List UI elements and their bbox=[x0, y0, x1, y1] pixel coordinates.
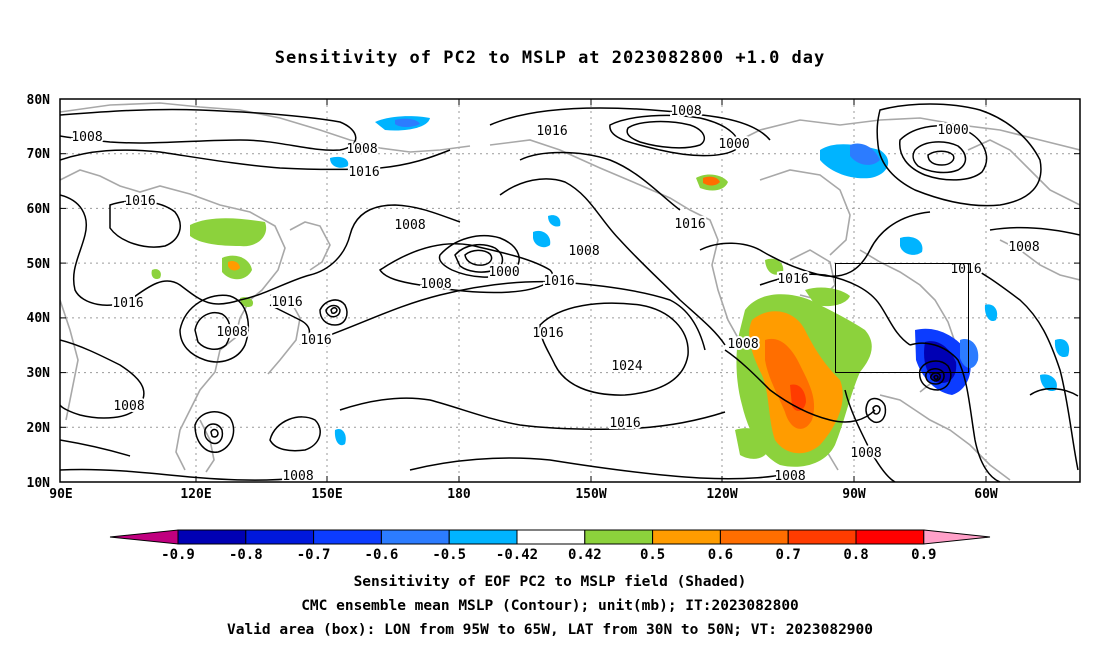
lat-label-60n: 60N bbox=[27, 202, 51, 217]
contour-label: 1008 bbox=[670, 104, 701, 119]
contour-label: 1008 bbox=[568, 244, 599, 259]
contour-label: 1008 bbox=[420, 277, 451, 292]
colorbar-segment bbox=[652, 529, 721, 545]
colorbar-labels: -0.9 -0.8 -0.7 -0.6 -0.5 -0.42 0.42 0.5 … bbox=[161, 547, 936, 563]
lat-label-80n: 80N bbox=[27, 93, 51, 108]
contour-label: 1008 bbox=[1008, 240, 1039, 255]
contour-label: 1024 bbox=[611, 359, 642, 374]
colorbar-label: -0.8 bbox=[229, 547, 263, 563]
caption-valid-area: Valid area (box): LON from 95W to 65W, L… bbox=[226, 622, 873, 638]
mslp-contours bbox=[60, 103, 1080, 482]
sensitivity-shading bbox=[151, 116, 1070, 467]
latitude-labels: 80N 70N 60N 50N 40N 30N 20N 10N bbox=[27, 93, 51, 491]
lon-label-150e: 150E bbox=[311, 487, 342, 502]
contour-label: 1016 bbox=[112, 296, 143, 311]
contour-label: 1016 bbox=[674, 217, 705, 232]
lon-label-120e: 120E bbox=[180, 487, 211, 502]
colorbar-label: 0.5 bbox=[640, 547, 665, 563]
colorbar-high-triangle bbox=[923, 529, 991, 545]
lat-label-70n: 70N bbox=[27, 147, 51, 162]
contour-label: 1016 bbox=[300, 333, 331, 348]
colorbar-label: -0.7 bbox=[297, 547, 331, 563]
colorbar-segment bbox=[380, 529, 450, 545]
contour-label: 1000 bbox=[488, 265, 519, 280]
colorbar-segment bbox=[516, 529, 586, 545]
colorbar-segment bbox=[177, 529, 247, 545]
colorbar-segment bbox=[448, 529, 518, 545]
caption-shading: Sensitivity of EOF PC2 to MSLP field (Sh… bbox=[353, 574, 747, 590]
longitude-labels: 90E 120E 150E 180 150W 120W 90W 60W bbox=[49, 487, 998, 502]
colorbar-low-triangle bbox=[109, 529, 179, 545]
colorbar-segment bbox=[855, 529, 925, 545]
axis-ticks bbox=[60, 98, 1080, 482]
contour-label: 1016 bbox=[271, 295, 302, 310]
chart-title: Sensitivity of PC2 to MSLP at 2023082800… bbox=[274, 48, 826, 68]
contour-label: 1016 bbox=[543, 274, 574, 289]
colorbar-segment bbox=[787, 529, 857, 545]
colorbar-label: 0.8 bbox=[843, 547, 868, 563]
colorbar-label: 0.9 bbox=[911, 547, 936, 563]
lat-label-30n: 30N bbox=[27, 366, 51, 381]
map-frame bbox=[59, 98, 1081, 483]
contour-label: 1016 bbox=[348, 165, 379, 180]
colorbar-label: -0.42 bbox=[496, 547, 538, 563]
contour-label: 1016 bbox=[124, 194, 155, 209]
colorbar-label: -0.5 bbox=[432, 547, 466, 563]
lat-label-10n: 10N bbox=[27, 476, 51, 491]
lat-label-50n: 50N bbox=[27, 257, 51, 272]
contour-label: 1008 bbox=[394, 218, 425, 233]
contour-label: 1008 bbox=[727, 337, 758, 352]
lat-label-40n: 40N bbox=[27, 311, 51, 326]
colorbar-label: 0.42 bbox=[568, 547, 602, 563]
lon-label-150w: 150W bbox=[575, 487, 606, 502]
contour-label: 1016 bbox=[609, 416, 640, 431]
colorbar-segment bbox=[719, 529, 789, 545]
lon-label-180: 180 bbox=[447, 487, 471, 502]
lon-label-90w: 90W bbox=[842, 487, 866, 502]
contour-label: 1016 bbox=[532, 326, 563, 341]
contour-label: 1008 bbox=[113, 399, 144, 414]
lat-label-20n: 20N bbox=[27, 421, 51, 436]
lon-label-120w: 120W bbox=[706, 487, 737, 502]
colorbar-segment bbox=[584, 529, 654, 545]
contour-label: 1008 bbox=[346, 142, 377, 157]
lon-label-60w: 60W bbox=[974, 487, 998, 502]
contour-labels: 1008 1016 1016 1008 1016 1008 1016 1008 … bbox=[69, 102, 1041, 486]
contour-label: 1000 bbox=[718, 137, 749, 152]
colorbar bbox=[109, 529, 991, 545]
colorbar-label: 0.6 bbox=[708, 547, 733, 563]
contour-label: 1000 bbox=[937, 123, 968, 138]
caption-contour: CMC ensemble mean MSLP (Contour); unit(m… bbox=[301, 598, 799, 614]
lon-label-90e: 90E bbox=[49, 487, 72, 502]
contour-label: 1016 bbox=[777, 272, 808, 287]
valid-area-box bbox=[835, 263, 969, 373]
colorbar-label: -0.6 bbox=[365, 547, 399, 563]
colorbar-segment bbox=[313, 529, 382, 545]
contour-label: 1016 bbox=[536, 124, 567, 139]
contour-label: 1008 bbox=[216, 325, 247, 340]
colorbar-label: 0.7 bbox=[776, 547, 801, 563]
contour-label: 1008 bbox=[850, 446, 881, 461]
colorbar-segment bbox=[245, 529, 315, 545]
colorbar-label: -0.9 bbox=[161, 547, 195, 563]
contour-label: 1008 bbox=[71, 130, 102, 145]
contour-label: 1016 bbox=[950, 262, 981, 277]
